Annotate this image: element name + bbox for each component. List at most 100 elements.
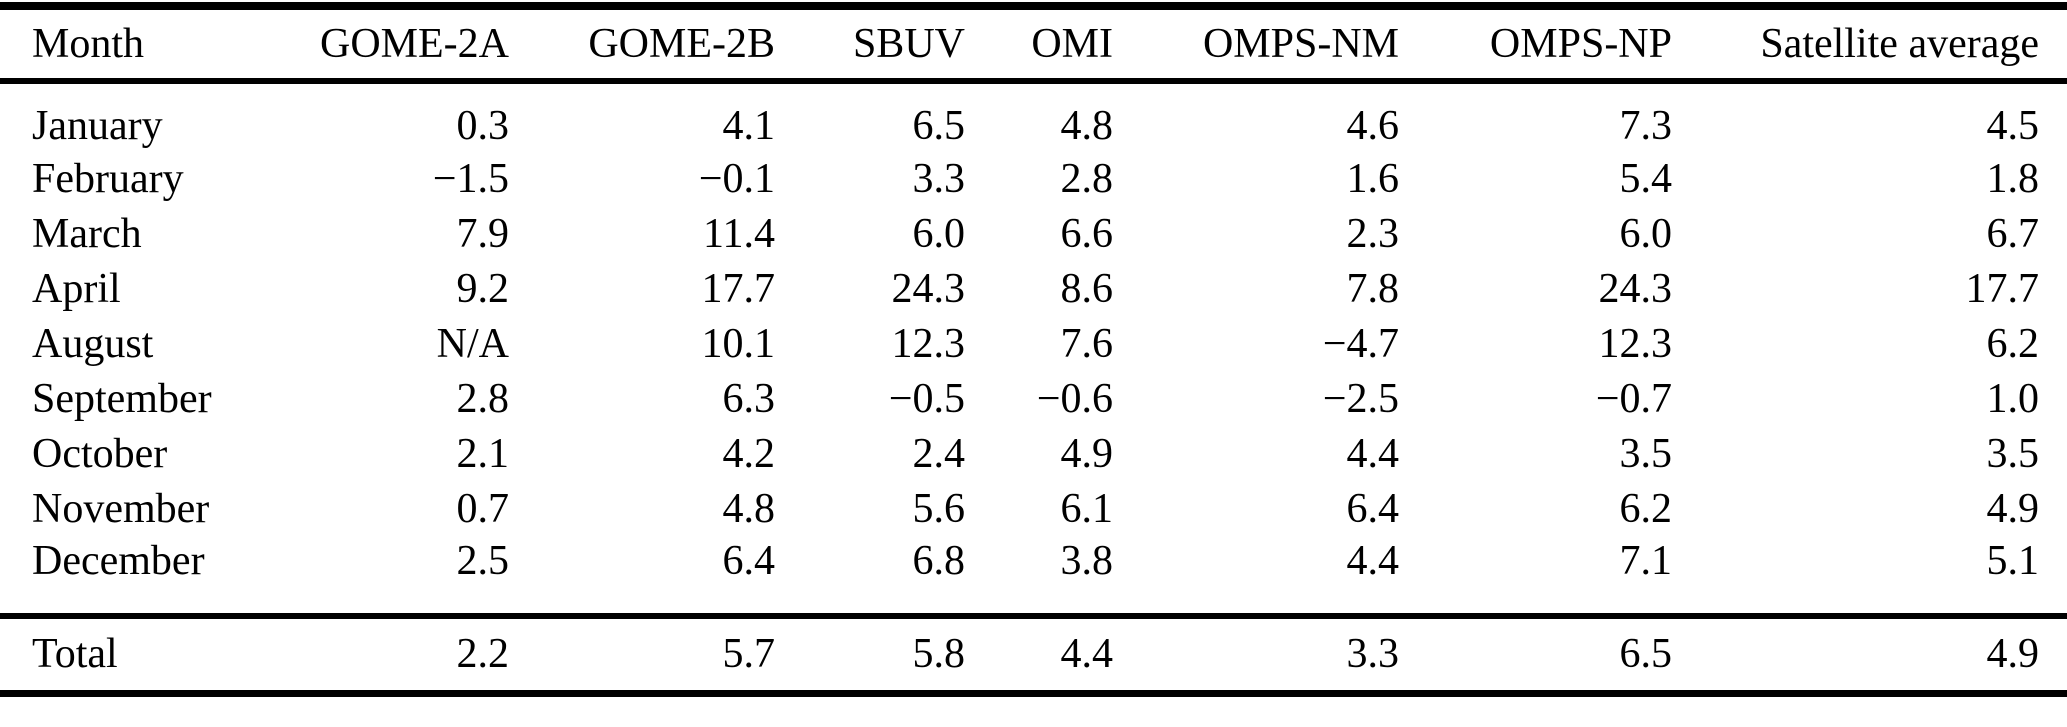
value-cell: 6.1: [1060, 485, 1114, 532]
value-cell: 1.6: [1346, 155, 1400, 202]
month-cell: November: [32, 485, 210, 532]
month-cell: August: [32, 320, 154, 367]
value-cell: 6.2: [1986, 320, 2040, 367]
table-row: October 2.1 4.2 2.4 4.9 4.4 3.5 3.5: [0, 426, 2067, 481]
table-body: January 0.3 4.1 6.5 4.8 4.6 7.3 4.5 February −1.5…: [0, 81, 2067, 616]
value-cell: 6.8: [912, 538, 966, 584]
month-cell: January: [32, 103, 163, 149]
total-label-cell: Total: [32, 631, 118, 678]
value-cell: 6.4: [1346, 485, 1400, 532]
table-row: September 2.8 6.3 −0.5 −0.6 −2.5 −0.7 1.0: [0, 371, 2067, 426]
month-cell: February: [32, 155, 184, 202]
value-cell: 4.1: [722, 103, 776, 149]
column-header-omps-np: OMPS-NP: [1489, 21, 1672, 67]
value-cell: −0.7: [1595, 375, 1672, 422]
value-cell: 2.8: [456, 375, 510, 422]
value-cell: 9.2: [456, 265, 510, 312]
column-header-sbuv: SBUV: [852, 21, 965, 67]
value-cell: −0.6: [1036, 375, 1113, 422]
month-cell: September: [32, 375, 212, 422]
value-cell: 7.3: [1619, 103, 1673, 149]
table-row: April 9.2 17.7 24.3 8.6 7.8 24.3 17.7: [0, 261, 2067, 316]
table-row: August N/A 10.1 12.3 7.6 −4.7 12.3 6.2: [0, 316, 2067, 371]
value-cell: 6.7: [1986, 210, 2040, 257]
value-cell: 6.0: [912, 210, 966, 257]
column-header-gome-2a: GOME-2A: [320, 21, 509, 67]
value-cell: 6.5: [912, 103, 966, 149]
column-header-month: Month: [32, 21, 145, 67]
value-cell: 24.3: [891, 265, 966, 312]
value-cell: 5.6: [912, 485, 966, 532]
total-row: Total 2.2 5.7 5.8 4.4 3.3 6.5 4.9: [0, 616, 2067, 693]
table-row: November 0.7 4.8 5.6 6.1 6.4 6.2 4.9: [0, 481, 2067, 536]
value-cell: 4.4: [1346, 538, 1400, 584]
total-value-cell: 6.5: [1619, 631, 1673, 678]
column-header-satellite-average: Satellite average: [1760, 21, 2039, 67]
value-cell: −1.5: [432, 155, 509, 202]
value-cell: 7.9: [456, 210, 510, 257]
total-value-cell: 5.7: [722, 631, 776, 678]
value-cell: 3.3: [912, 155, 966, 202]
value-cell: 7.1: [1619, 538, 1673, 584]
value-cell: 12.3: [891, 320, 966, 367]
month-cell: April: [32, 265, 121, 312]
table-row: January 0.3 4.1 6.5 4.8 4.6 7.3 4.5: [0, 81, 2067, 151]
total-value-cell: 3.3: [1346, 631, 1400, 678]
value-cell: 3.5: [1986, 430, 2040, 477]
value-cell: 2.4: [912, 430, 966, 477]
value-cell: 6.0: [1619, 210, 1673, 257]
value-cell: 1.8: [1986, 155, 2040, 202]
total-value-cell: 2.2: [456, 631, 510, 678]
value-cell: 2.5: [456, 538, 510, 584]
value-cell: 4.4: [1346, 430, 1400, 477]
value-cell: −0.1: [698, 155, 775, 202]
value-cell: 0.3: [456, 103, 510, 149]
value-cell: 7.6: [1060, 320, 1114, 367]
value-cell: 4.5: [1986, 103, 2040, 149]
value-cell: 6.6: [1060, 210, 1114, 257]
value-cell: 6.3: [722, 375, 776, 422]
table-row: February −1.5 −0.1 3.3 2.8 1.6 5.4 1.8: [0, 151, 2067, 206]
value-cell: 4.8: [722, 485, 776, 532]
value-cell: 2.8: [1060, 155, 1114, 202]
value-cell: 2.1: [456, 430, 510, 477]
value-cell: 17.7: [701, 265, 776, 312]
value-cell: 6.2: [1619, 485, 1673, 532]
column-header-omps-nm: OMPS-NM: [1202, 21, 1399, 67]
total-value-cell: 4.4: [1060, 631, 1114, 678]
month-cell: October: [32, 430, 168, 477]
table-row: December 2.5 6.4 6.8 3.8 4.4 7.1 5.1: [0, 536, 2067, 616]
value-cell: 11.4: [703, 210, 775, 257]
monthly-satellite-comparison-table: Month GOME-2A GOME-2B SBUV OMI OMPS-NM OMPS-NP…: [0, 2, 2067, 697]
month-cell: March: [32, 210, 142, 257]
value-cell: 4.2: [722, 430, 776, 477]
value-cell: 4.8: [1060, 103, 1114, 149]
table-row: March 7.9 11.4 6.0 6.6 2.3 6.0 6.7: [0, 206, 2067, 261]
value-cell: 24.3: [1598, 265, 1673, 312]
value-cell: 4.9: [1986, 485, 2040, 532]
value-cell: −0.5: [888, 375, 965, 422]
value-cell: N/A: [436, 320, 509, 367]
value-cell: 2.3: [1346, 210, 1400, 257]
month-cell: December: [32, 538, 205, 584]
table-header: Month GOME-2A GOME-2B SBUV OMI OMPS-NM OMPS-NP…: [0, 6, 2067, 81]
value-cell: 4.9: [1060, 430, 1114, 477]
value-cell: 0.7: [456, 485, 510, 532]
table-total-section: Total 2.2 5.7 5.8 4.4 3.3 6.5 4.9: [0, 616, 2067, 693]
header-row: Month GOME-2A GOME-2B SBUV OMI OMPS-NM OMPS-NP…: [0, 6, 2067, 81]
value-cell: 5.4: [1619, 155, 1673, 202]
value-cell: −4.7: [1322, 320, 1399, 367]
value-cell: 7.8: [1346, 265, 1400, 312]
column-header-omi: OMI: [1031, 21, 1113, 67]
value-cell: 8.6: [1060, 265, 1114, 312]
value-cell: 17.7: [1965, 265, 2040, 312]
column-header-gome-2b: GOME-2B: [588, 21, 775, 67]
total-value-cell: 4.9: [1986, 631, 2040, 678]
value-cell: −2.5: [1322, 375, 1399, 422]
value-cell: 10.1: [701, 320, 776, 367]
total-value-cell: 5.8: [912, 631, 966, 678]
value-cell: 12.3: [1598, 320, 1673, 367]
value-cell: 4.6: [1346, 103, 1400, 149]
value-cell: 3.8: [1060, 538, 1114, 584]
